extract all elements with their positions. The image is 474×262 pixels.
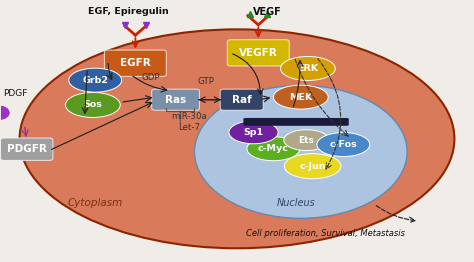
Text: Sp1: Sp1 [244,128,264,137]
Text: ERK: ERK [297,64,319,73]
Ellipse shape [317,133,370,156]
Text: c-Jun: c-Jun [300,162,326,171]
Text: Nucleus: Nucleus [277,198,316,208]
Text: PDGFR: PDGFR [7,144,46,154]
Text: PDGF: PDGF [3,89,27,98]
Text: GDP: GDP [142,73,160,82]
Ellipse shape [281,57,335,80]
Ellipse shape [273,85,328,109]
Text: c-Fos: c-Fos [329,140,357,149]
Text: Ets: Ets [299,136,314,145]
Text: EGF, Epiregulin: EGF, Epiregulin [88,7,169,16]
Text: VEGFR: VEGFR [239,48,278,58]
Text: Cytoplasm: Cytoplasm [68,198,123,208]
FancyBboxPatch shape [220,89,263,110]
Ellipse shape [229,121,278,144]
Ellipse shape [284,130,329,151]
Text: Cell proliferation, Survival, Metastasis: Cell proliferation, Survival, Metastasis [246,230,405,238]
Ellipse shape [194,85,407,218]
Text: EGFR: EGFR [120,58,151,68]
Text: GTP: GTP [198,77,215,86]
Text: MEK: MEK [289,93,312,102]
Text: miR-30a
Let-7: miR-30a Let-7 [171,112,207,132]
Text: Grb2: Grb2 [82,76,108,85]
Ellipse shape [247,137,300,161]
FancyBboxPatch shape [243,118,349,126]
FancyBboxPatch shape [152,89,200,110]
Ellipse shape [69,68,122,92]
Text: VEGF: VEGF [253,7,282,17]
Text: c-Myc: c-Myc [258,144,289,153]
Text: Raf: Raf [232,95,252,105]
FancyBboxPatch shape [0,138,53,160]
Ellipse shape [0,105,10,121]
FancyBboxPatch shape [104,50,166,77]
Text: Sos: Sos [83,100,102,110]
Text: Ras: Ras [165,95,186,105]
Ellipse shape [65,92,120,117]
Ellipse shape [19,29,455,248]
Ellipse shape [284,154,341,179]
FancyBboxPatch shape [228,40,289,66]
